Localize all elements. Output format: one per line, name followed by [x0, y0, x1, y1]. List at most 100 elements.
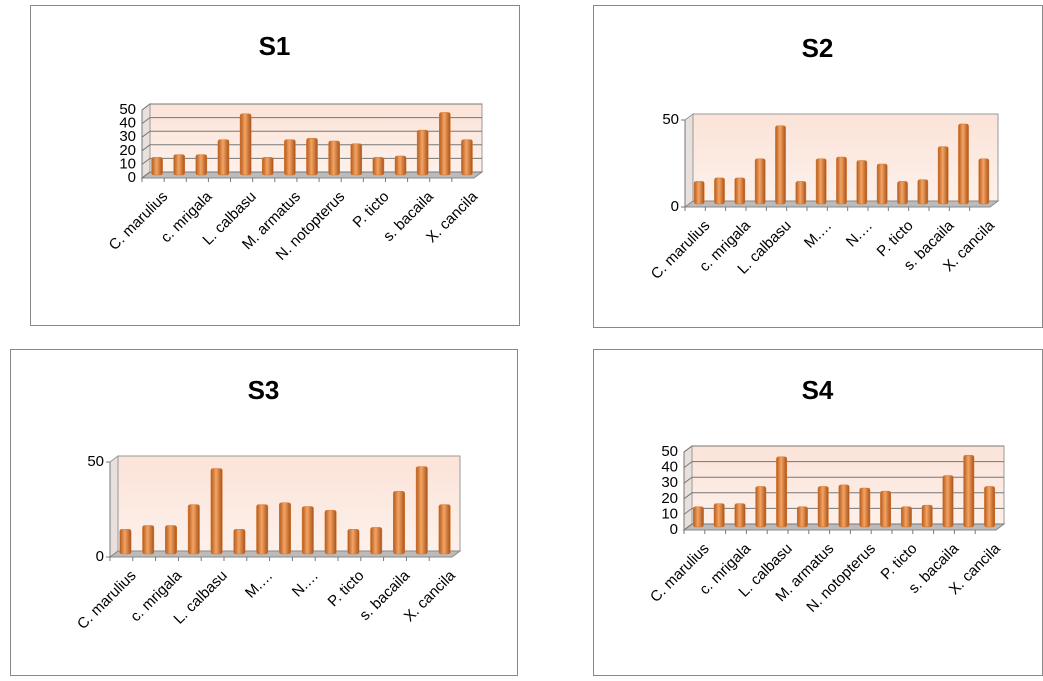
bar [692, 506, 704, 528]
bar [963, 454, 975, 528]
bar-group [984, 486, 996, 528]
bar-group [755, 486, 767, 528]
bar-group [284, 139, 296, 176]
bar [734, 503, 746, 528]
bar-group [900, 506, 912, 528]
bar [856, 160, 868, 205]
y-tick-label: 30 [661, 474, 678, 491]
bar-group [876, 163, 888, 205]
bar-group [856, 160, 868, 205]
bar [693, 181, 705, 205]
grid-line [683, 523, 1004, 531]
bar [370, 527, 383, 555]
side-wall [109, 455, 119, 558]
bar-group [836, 156, 847, 205]
bar-group [187, 504, 200, 555]
grid-line [141, 103, 482, 111]
y-tick-label: 0 [96, 548, 104, 565]
bar [776, 456, 788, 528]
bar [394, 155, 407, 176]
bar [817, 486, 829, 528]
bar-group [301, 506, 314, 555]
bar [415, 466, 428, 555]
bar-group [372, 157, 385, 176]
bar [210, 468, 223, 555]
bar [838, 484, 850, 528]
bar-group [897, 181, 908, 205]
y-tick-label: 50 [119, 101, 136, 118]
grid-line [683, 476, 1004, 484]
bar-group [880, 490, 892, 528]
y-tick-label: 30 [119, 128, 136, 145]
side-wall [684, 113, 694, 208]
bar-group [210, 468, 223, 555]
bar [195, 154, 208, 176]
bar-group [795, 181, 807, 205]
grid-line [141, 171, 482, 179]
bar-group [714, 177, 725, 205]
bar [393, 491, 405, 555]
bar [755, 486, 767, 528]
bar [859, 487, 871, 528]
bar-group [859, 487, 871, 528]
bar [796, 506, 808, 528]
bar [880, 490, 892, 528]
grid-line [141, 144, 482, 152]
bar-group [306, 138, 318, 176]
bar-group [119, 529, 132, 555]
y-tick-label: 10 [119, 155, 136, 172]
bar-group [937, 146, 949, 205]
y-tick-label: 50 [662, 111, 679, 128]
bar-group [734, 177, 746, 205]
bar-group [439, 112, 451, 176]
bar [416, 129, 429, 176]
bar [301, 506, 314, 555]
side-wall [141, 103, 151, 179]
bar [836, 156, 847, 205]
y-tick-label: 50 [661, 443, 678, 460]
bar-group [942, 475, 954, 528]
bar-group [963, 454, 975, 528]
bar [217, 139, 230, 176]
bar-group [233, 529, 246, 555]
bar-group [815, 158, 827, 205]
bar-group [256, 504, 269, 555]
bar-group [958, 123, 969, 205]
bar-group [692, 506, 704, 528]
bar [461, 139, 473, 176]
bar-group [239, 113, 252, 176]
y-tick-label: 0 [671, 198, 679, 215]
bar-group [370, 527, 383, 555]
bar [142, 525, 155, 555]
bar [306, 138, 318, 176]
bar-group [734, 503, 746, 528]
bar-group [142, 525, 155, 555]
y-tick-label: 10 [661, 505, 678, 522]
bar-group [838, 484, 850, 528]
bar [917, 179, 929, 205]
bar [900, 506, 912, 528]
bar-group [978, 158, 990, 205]
bar [165, 525, 177, 555]
chart-title: S4 [802, 375, 834, 405]
grid-line [683, 492, 1004, 500]
chart-title: S3 [248, 375, 280, 405]
bar [438, 504, 451, 555]
bar [714, 177, 725, 205]
bar-group [324, 510, 337, 555]
bar [328, 140, 340, 176]
bar [324, 510, 337, 555]
bar-group [217, 139, 230, 176]
bar [754, 158, 766, 205]
bar [261, 157, 274, 176]
bar-group [776, 456, 788, 528]
bar-group [165, 525, 177, 555]
y-tick-label: 0 [670, 521, 678, 538]
bar-group [693, 181, 705, 205]
bar-group [261, 157, 274, 176]
side-wall [683, 445, 693, 531]
bar-group [438, 504, 451, 555]
